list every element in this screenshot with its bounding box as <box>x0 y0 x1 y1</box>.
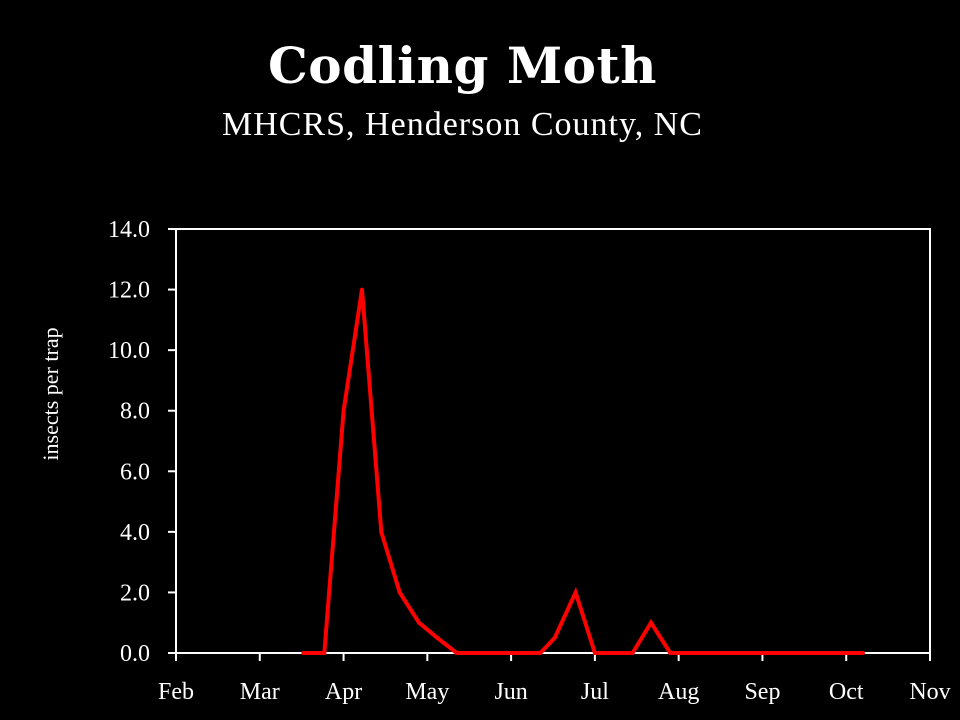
x-tick-label: Oct <box>829 679 864 705</box>
data-point <box>649 620 654 625</box>
data-point <box>806 651 811 655</box>
data-point <box>301 651 306 655</box>
data-point <box>341 408 346 413</box>
chart-subtitle: MHCRS, Henderson County, NC <box>222 106 703 143</box>
data-point <box>379 529 384 534</box>
y-tick-label: 2.0 <box>120 580 150 606</box>
data-point <box>689 651 694 655</box>
x-tick-label: Apr <box>325 679 362 705</box>
y-tick-label: 12.0 <box>108 278 150 304</box>
data-point <box>739 651 744 655</box>
data-point <box>513 651 518 655</box>
series-line <box>303 289 863 655</box>
y-axis-label: insects per trap <box>38 327 63 460</box>
y-tick-label: 4.0 <box>120 520 150 546</box>
x-tick-label: Jun <box>494 679 527 705</box>
data-point <box>435 635 440 640</box>
data-point <box>844 651 849 655</box>
data-point <box>773 651 778 655</box>
y-tick-label: 10.0 <box>108 338 150 364</box>
x-tick-label: Jul <box>581 679 609 705</box>
plot-area-frame <box>175 228 931 654</box>
data-point <box>668 651 673 655</box>
data-point <box>538 651 543 655</box>
data-point <box>573 590 578 595</box>
x-tick-label: Aug <box>658 679 699 705</box>
x-tick-label: Mar <box>240 679 280 705</box>
data-point <box>359 287 364 292</box>
chart-title: Codling Moth <box>268 36 657 95</box>
data-point <box>552 635 557 640</box>
data-point <box>492 651 497 655</box>
x-tick-label: Sep <box>744 679 780 705</box>
data-point <box>416 620 421 625</box>
data-point <box>322 651 327 655</box>
y-tick-label: 14.0 <box>108 217 150 243</box>
data-point <box>592 651 597 655</box>
data-point <box>860 651 865 655</box>
x-tick-label: Feb <box>158 679 194 705</box>
x-tick-label: May <box>405 679 449 705</box>
data-point <box>714 651 719 655</box>
data-point <box>454 651 459 655</box>
data-point <box>397 590 402 595</box>
x-tick-label: Nov <box>909 679 950 705</box>
data-point <box>630 651 635 655</box>
y-tick-label: 0.0 <box>120 641 150 667</box>
data-point <box>473 651 478 655</box>
y-tick-label: 6.0 <box>120 459 150 485</box>
y-tick-label: 8.0 <box>120 399 150 425</box>
